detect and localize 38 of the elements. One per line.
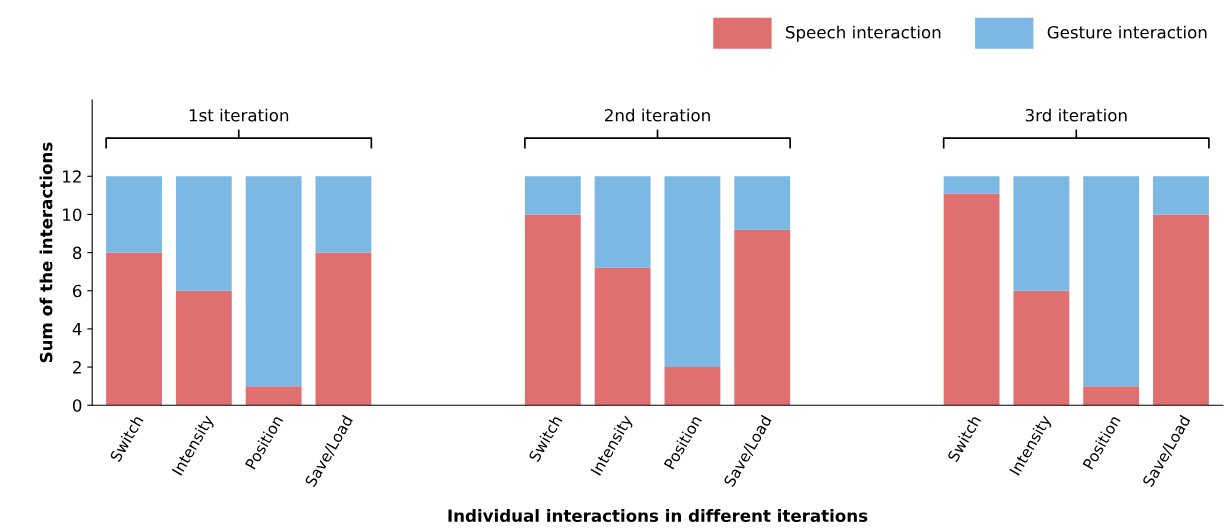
bar [245,386,302,406]
annotation: 3rd iteration [1025,108,1127,122]
bar [1153,176,1209,215]
bar [245,176,302,387]
y-tick-label: 6 [73,284,82,298]
bar [315,176,372,253]
legend-label: Gesture interaction [1047,25,1207,39]
bar [1013,176,1070,291]
x-axis-title: Individual interactions in different iterations [448,509,868,522]
bar [734,176,791,230]
bar [524,214,581,406]
bar [175,176,232,291]
y-tick-label: 8 [72,246,82,260]
y-tick-label: 0 [72,399,82,412]
bar [943,193,1000,406]
y-tick-label: 2 [73,361,81,374]
bar [1083,176,1140,387]
bar [175,290,232,406]
annotation: 1st iteration [189,108,289,122]
bar [1153,214,1209,406]
bar [594,267,651,406]
bar [524,176,581,215]
bar [106,252,162,406]
bar [594,176,651,268]
y-axis-title: Sum of the interactions [39,142,53,363]
annotation: 2nd iteration [605,108,710,122]
legend-label: Speech interaction [786,25,941,42]
bar [315,252,372,406]
bar [734,229,791,406]
bar [664,176,721,368]
y-tick-label: 12 [63,170,81,183]
bar [943,176,1000,194]
bar [1083,386,1140,406]
bar [106,176,162,253]
bar [1013,290,1070,406]
y-tick-label: 4 [72,323,82,336]
y-tick-label: 10 [63,208,82,222]
bar [664,367,721,406]
